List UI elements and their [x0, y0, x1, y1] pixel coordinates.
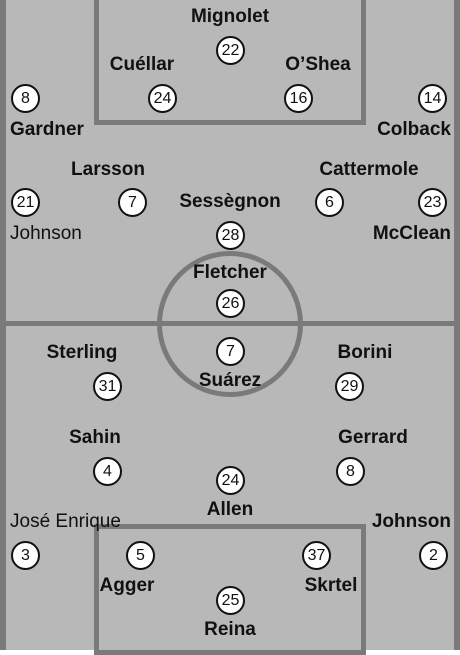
player-name: Allen [206, 499, 254, 520]
player-name: Gardner [10, 119, 84, 140]
shirt-number: 6 [315, 188, 344, 217]
shirt-number: 37 [302, 541, 331, 570]
player-name: Sessègnon [179, 191, 281, 212]
player-name: Sahin [69, 427, 121, 448]
shirt-number: 7 [118, 188, 147, 217]
player-name: Johnson [371, 511, 451, 532]
shirt-number: 21 [11, 188, 40, 217]
shirt-number: 24 [216, 466, 245, 495]
centre-circle [157, 251, 303, 397]
shirt-number: 22 [216, 36, 245, 65]
player-name: Larsson [71, 159, 145, 180]
player-name: Sterling [46, 342, 118, 363]
shirt-number: 23 [418, 188, 447, 217]
player-name: Skrtel [304, 575, 358, 596]
shirt-number: 4 [93, 457, 122, 486]
shirt-number: 8 [11, 84, 40, 113]
shirt-number: 26 [216, 289, 245, 318]
shirt-number: 2 [419, 541, 448, 570]
player-name: Reina [204, 619, 256, 640]
penalty-area-top [94, 0, 366, 125]
player-name: Cuéllar [109, 54, 175, 75]
player-name: Fletcher [193, 262, 267, 283]
player-name: Agger [99, 575, 155, 596]
player-name: McClean [372, 223, 451, 244]
shirt-number: 24 [148, 84, 177, 113]
shirt-number: 7 [216, 337, 245, 366]
player-name: Johnson [10, 223, 82, 244]
shirt-number: 8 [336, 457, 365, 486]
player-name: Cattermole [319, 159, 419, 180]
shirt-number: 25 [216, 586, 245, 615]
player-name: Mignolet [190, 6, 270, 27]
player-name: José Enrique [10, 511, 121, 532]
player-name: Suárez [198, 370, 262, 391]
shirt-number: 3 [11, 541, 40, 570]
player-name: Colback [377, 119, 451, 140]
player-name: Borini [337, 342, 393, 363]
shirt-number: 5 [126, 541, 155, 570]
shirt-number: 28 [216, 221, 245, 250]
shirt-number: 14 [418, 84, 447, 113]
shirt-number: 31 [93, 372, 122, 401]
player-name: O’Shea [285, 54, 351, 75]
player-name: Gerrard [338, 427, 408, 448]
shirt-number: 29 [335, 372, 364, 401]
shirt-number: 16 [284, 84, 313, 113]
